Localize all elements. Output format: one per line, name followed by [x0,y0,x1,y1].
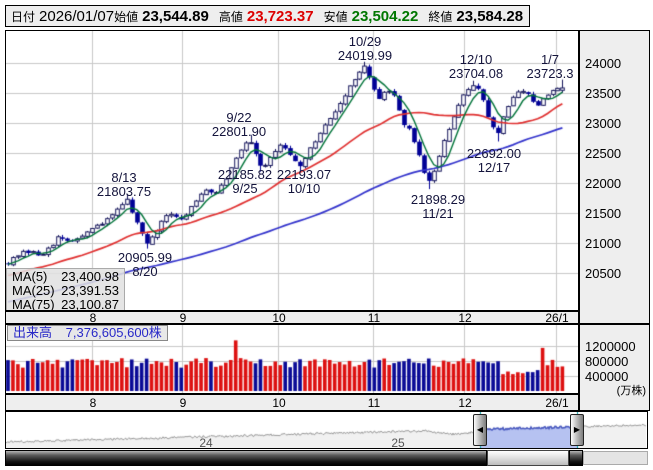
volume-unit-label: (万株) [616,385,646,397]
open-value: 23,544.89 [142,7,209,25]
high-value: 23,723.37 [246,7,314,25]
open-label: 始値 [114,9,139,24]
ohlc-header-bar: 日付 2026/01/07 始値 23,544.89 高値 23,723.37 … [5,5,530,27]
month-label: 26/1 [545,396,569,410]
volume-tick-label: 800000 [585,354,629,369]
annotation: 8/13 21803.75 [96,170,152,199]
month-label: 8 [89,311,97,325]
volume-axis: (万株) 1200000 800000 400000 [579,324,650,411]
close-value: 23,584.28 [456,7,524,25]
volume-value: 7,376,605,600株 [65,325,162,340]
volume-badge: 出来高 7,376,605,600株 [7,325,168,341]
volume-title: 出来高 [13,325,53,340]
annotation: 20905.99 8/20 [117,250,173,279]
volume-chart[interactable]: 出来高 7,376,605,600株 [5,324,579,394]
price-tick-label: 22500 [585,146,622,161]
ma75-row: MA(75) 23,100.87 [7,298,124,311]
scrollbar-thumb[interactable] [487,450,569,466]
annotation: 22193.07 10/10 [276,167,332,196]
scrollbar-track-right[interactable] [569,450,583,466]
annotation: 10/29 24019.99 [337,34,393,63]
ma5-row: MA(5) 23,400.98 [7,270,124,284]
price-axis: 24000 23500 23000 22500 22000 21500 21000 20500 [579,30,650,324]
month-label: 26/1 [545,311,569,325]
price-tick-label: 23500 [585,86,622,101]
month-label: 12 [458,311,472,325]
ma-legend: MA(5) 23,400.98 MA(25) 23,391.53 MA(75) … [6,268,125,311]
ma75-value: 23,100.87 [61,297,119,311]
month-label: 11 [367,311,381,325]
month-label: 10 [272,311,286,325]
ma5-label: MA(5) [12,269,48,284]
volume-tick-label: 400000 [585,369,629,384]
price-tick-label: 21500 [585,206,622,221]
month-label: 9 [179,396,187,410]
ma75-label: MA(75) [12,297,55,311]
price-tick-label: 23000 [585,116,622,131]
main-xaxis: 8 9 10 11 12 26/1 [5,311,579,324]
annotation: 21898.29 11/21 [410,192,466,221]
range-right-handle[interactable]: ▶ [570,414,584,446]
ma25-label: MA(25) [12,283,55,298]
low-label: 安値 [323,9,348,24]
overview-canvas[interactable] [6,412,647,448]
scrollbar-track-left[interactable] [5,450,487,466]
scrollbar-empty-area [583,451,648,465]
month-label: 9 [179,311,187,325]
year-label: 24 [199,436,213,449]
low-value: 23,504.22 [351,7,419,25]
volume-tick-label: 1200000 [585,339,636,354]
annotation: 9/22 22801.90 [211,110,267,139]
price-tick-label: 20500 [585,266,622,281]
price-tick-label: 24000 [585,56,622,71]
price-tick-label: 21000 [585,236,622,251]
date-value: 2026/01/07 [39,7,115,25]
annotation: 22185.82 9/25 [217,167,273,196]
annotation: 12/10 23704.08 [448,52,504,81]
overview-navigator[interactable]: 24 25 ◀ ▶ [5,411,648,449]
candlestick-canvas[interactable] [6,31,578,310]
date-label: 日付 [11,9,36,24]
high-label: 高値 [218,9,243,24]
ma5-value: 23,400.98 [61,269,119,284]
ma25-row: MA(25) 23,391.53 [7,284,124,298]
horizontal-scrollbar[interactable] [5,450,648,466]
month-label: 11 [367,396,381,410]
close-label: 終値 [428,9,453,24]
annotation: 22692.00 12/17 [466,146,522,175]
volume-xaxis: 8 9 10 11 12 26/1 [5,394,579,411]
year-label: 25 [391,436,405,449]
right-arrow-icon: ▶ [573,425,581,434]
price-tick-label: 22000 [585,176,622,191]
month-label: 10 [272,396,286,410]
candlestick-chart[interactable]: 8/13 21803.75 20905.99 8/20 9/22 22801.90 2218… [5,30,579,311]
annotation: 1/7 23723.3 [526,52,574,81]
left-arrow-icon: ◀ [476,425,484,434]
month-label: 8 [89,396,97,410]
month-label: 12 [458,396,472,410]
range-left-handle[interactable]: ◀ [473,414,487,446]
ma25-value: 23,391.53 [61,283,119,298]
